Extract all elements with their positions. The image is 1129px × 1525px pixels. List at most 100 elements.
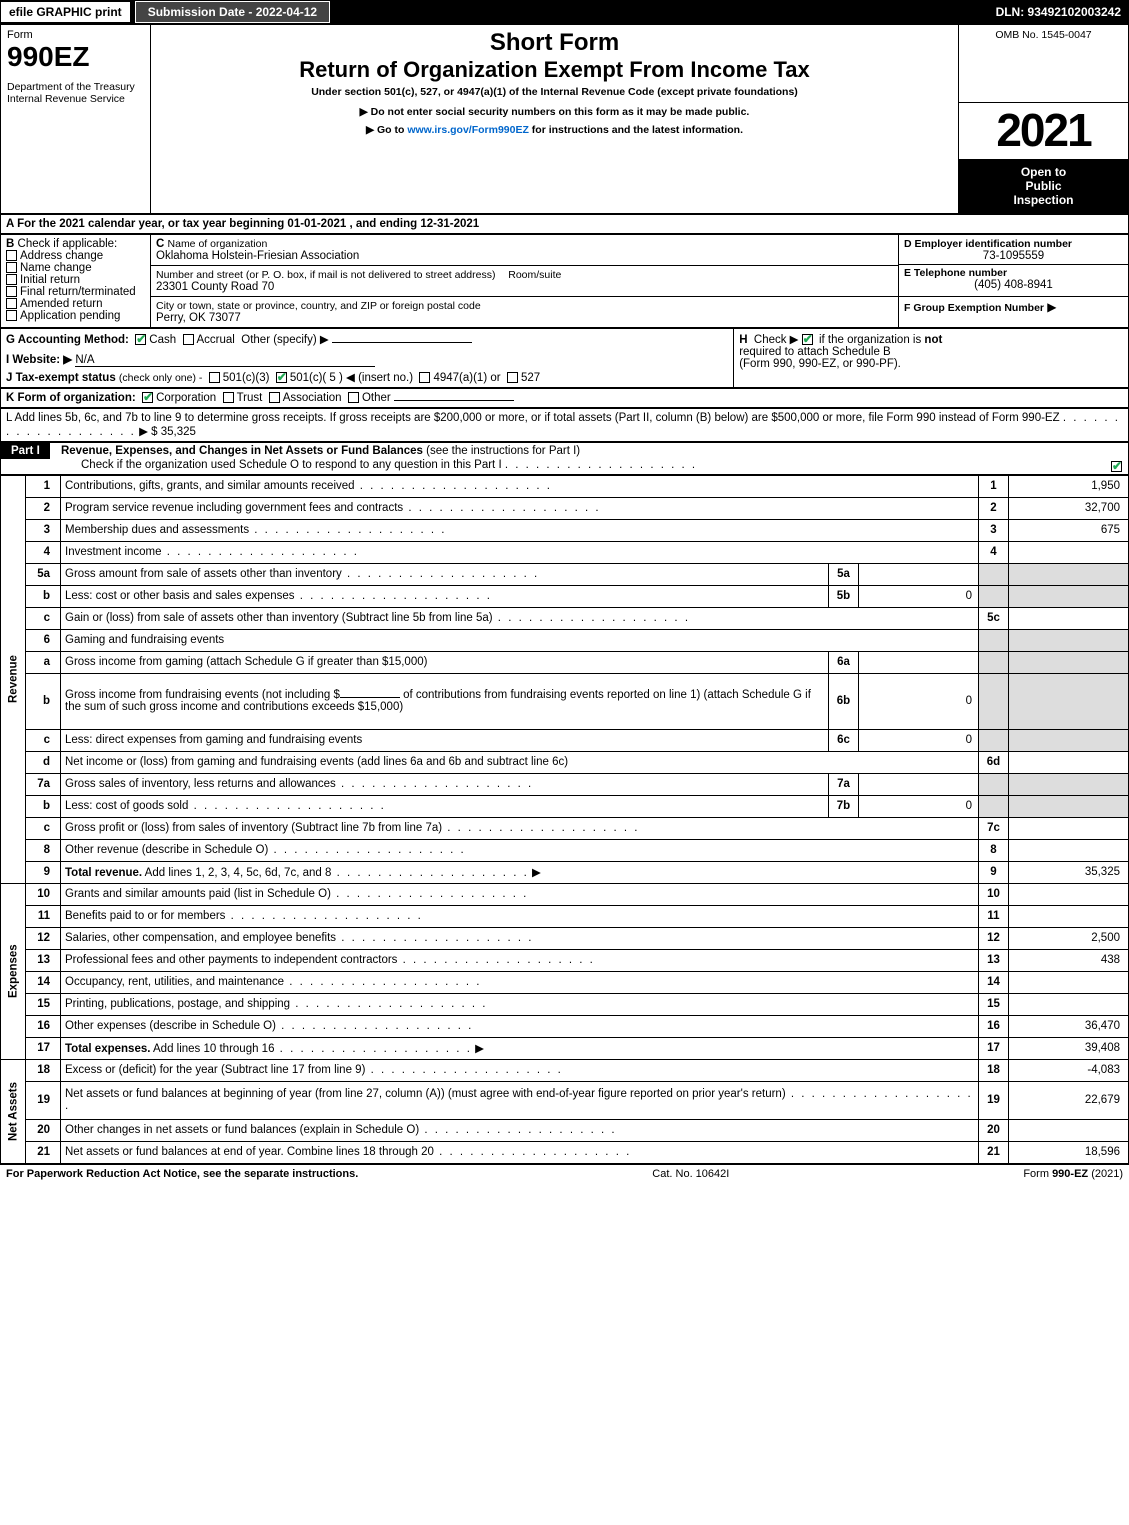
ein-label: D Employer identification number — [904, 238, 1072, 250]
row-6a-text: Gross income from gaming (attach Schedul… — [61, 651, 829, 673]
row-13-value: 438 — [1009, 949, 1129, 971]
checkbox-corporation[interactable] — [142, 392, 153, 403]
dots — [365, 1064, 562, 1076]
city-value: Perry, OK 73077 — [156, 312, 241, 324]
footer-form-pre: Form — [1023, 1168, 1052, 1180]
row-16-boxnum: 16 — [979, 1015, 1009, 1037]
section-g-cell: G Accounting Method: Cash Accrual Other … — [1, 328, 734, 387]
row-2-boxnum: 2 — [979, 497, 1009, 519]
checkbox-amended-return[interactable] — [6, 298, 17, 309]
row-7a-text: Gross sales of inventory, less returns a… — [65, 778, 336, 790]
dots — [397, 954, 594, 966]
row-21-num: 21 — [26, 1141, 61, 1163]
checkbox-initial-return[interactable] — [6, 274, 17, 285]
row-18-value: -4,083 — [1009, 1059, 1129, 1081]
form-header: Form 990EZ Department of the Treasury In… — [0, 24, 1129, 214]
arrow-icon: ▶ — [139, 426, 148, 438]
year-cell: 2021 Open to Public Inspection — [959, 102, 1129, 213]
open-line3: Inspection — [963, 193, 1124, 207]
row-10-text: Grants and similar amounts paid (list in… — [65, 888, 331, 900]
row-7b-num: b — [26, 795, 61, 817]
section-k-row: K Form of organization: Corporation Trus… — [0, 388, 1129, 408]
row-7c-text: Gross profit or (loss) from sales of inv… — [65, 822, 442, 834]
dots — [493, 612, 690, 624]
arrow-icon: ▶ — [1047, 300, 1056, 314]
checkbox-501c[interactable] — [276, 372, 287, 383]
row-18-boxnum: 18 — [979, 1059, 1009, 1081]
dots — [268, 844, 465, 856]
section-f-cell: F Group Exemption Number ▶ — [899, 296, 1129, 327]
row-20-value — [1009, 1119, 1129, 1141]
row-7b-subval: 0 — [859, 795, 979, 817]
row-6b-text-pre: Gross income from fundraising events (no… — [65, 689, 340, 701]
efile-print-button[interactable]: efile GRAPHIC print — [0, 1, 131, 23]
opt-initial: Initial return — [20, 274, 80, 286]
checkbox-schedule-b-not-required[interactable] — [802, 334, 813, 345]
row-19-boxnum: 19 — [979, 1081, 1009, 1119]
form-number: 990EZ — [7, 41, 144, 73]
row-6b-sublabel: 6b — [829, 673, 859, 729]
shaded-cell — [1009, 651, 1129, 673]
section-h-letter: H — [739, 334, 747, 346]
tax-exempt-label: J Tax-exempt status — [6, 372, 116, 384]
row-13-text: Professional fees and other payments to … — [65, 954, 397, 966]
dln-number: DLN: 93492102003242 — [988, 2, 1129, 22]
dots — [274, 1043, 471, 1055]
row-11-num: 11 — [26, 905, 61, 927]
short-form-label: Short Form — [157, 29, 952, 57]
h-check: Check ▶ — [754, 334, 799, 346]
checkbox-accrual[interactable] — [183, 334, 194, 345]
checkbox-trust[interactable] — [223, 392, 234, 403]
opt-accrual: Accrual — [197, 334, 235, 346]
room-label: Room/suite — [508, 269, 561, 281]
open-line1: Open to — [963, 165, 1124, 179]
row-5a-sublabel: 5a — [829, 563, 859, 585]
dots — [295, 590, 492, 602]
dots — [336, 778, 533, 790]
footer-right: Form 990-EZ (2021) — [1023, 1168, 1123, 1180]
checkbox-name-change[interactable] — [6, 262, 17, 273]
checkbox-address-change[interactable] — [6, 250, 17, 261]
row-6d-num: d — [26, 751, 61, 773]
checkbox-other-org[interactable] — [348, 392, 359, 403]
row-14-num: 14 — [26, 971, 61, 993]
row-5c-boxnum: 5c — [979, 607, 1009, 629]
row-9-num: 9 — [26, 861, 61, 883]
goto-post: for instructions and the latest informat… — [529, 124, 743, 136]
part1-header-cell: Part I Revenue, Expenses, and Changes in… — [1, 442, 1129, 474]
checkbox-4947[interactable] — [419, 372, 430, 383]
website-value: N/A — [75, 354, 375, 367]
row-2-num: 2 — [26, 497, 61, 519]
footer-form-post: (2021) — [1088, 1168, 1123, 1180]
row-6a-num: a — [26, 651, 61, 673]
row-7b-text: Less: cost of goods sold — [65, 800, 188, 812]
dots — [355, 480, 552, 492]
row-7c-boxnum: 7c — [979, 817, 1009, 839]
checkbox-application-pending[interactable] — [6, 310, 17, 321]
row-7a-subval — [859, 773, 979, 795]
shaded-cell — [979, 563, 1009, 585]
irs-link[interactable]: www.irs.gov/Form990EZ — [407, 124, 529, 136]
checkbox-501c3[interactable] — [209, 372, 220, 383]
row-8-text: Other revenue (describe in Schedule O) — [65, 844, 268, 856]
row-12-boxnum: 12 — [979, 927, 1009, 949]
row-18-text: Excess or (deficit) for the year (Subtra… — [65, 1064, 365, 1076]
checkbox-final-return[interactable] — [6, 286, 17, 297]
form-word: Form — [7, 29, 144, 41]
row-9-value: 35,325 — [1009, 861, 1129, 883]
row-12-value: 2,500 — [1009, 927, 1129, 949]
checkbox-association[interactable] — [269, 392, 280, 403]
footer-cat-no: Cat. No. 10642I — [652, 1168, 729, 1180]
checkbox-527[interactable] — [507, 372, 518, 383]
opt-pending: Application pending — [20, 310, 120, 322]
checkbox-schedule-o-used[interactable] — [1111, 461, 1122, 472]
section-b-cell: B Check if applicable: Address change Na… — [1, 234, 151, 327]
row-17-value: 39,408 — [1009, 1037, 1129, 1059]
row-6d-boxnum: 6d — [979, 751, 1009, 773]
row-6b-subval: 0 — [859, 673, 979, 729]
row-9-text-bold: Total revenue. — [65, 867, 142, 879]
row-14-value — [1009, 971, 1129, 993]
row-6d-text: Net income or (loss) from gaming and fun… — [61, 751, 979, 773]
checkbox-cash[interactable] — [135, 334, 146, 345]
row-15-text: Printing, publications, postage, and shi… — [65, 998, 290, 1010]
